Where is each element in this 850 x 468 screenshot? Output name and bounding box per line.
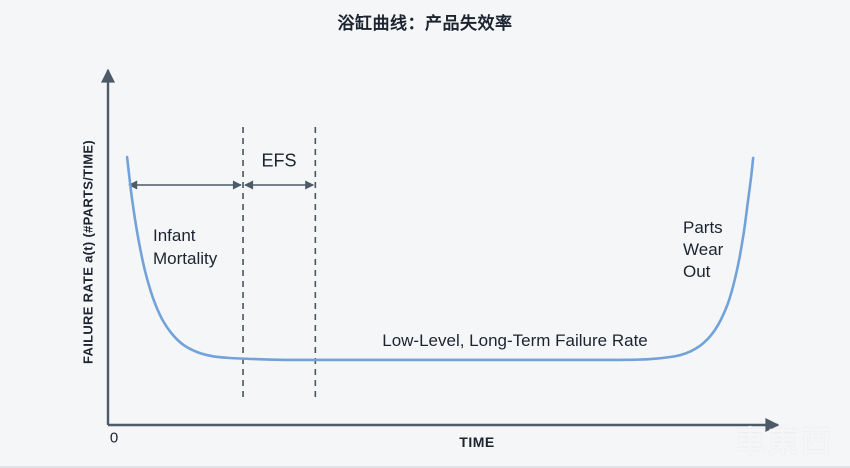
parts-wear-out-annotation: Parts Wear Out: [683, 218, 724, 281]
origin-tick-label: 0: [109, 429, 119, 447]
infant-mortality-annotation: Infant Mortality: [153, 226, 218, 268]
x-axis-label: TIME: [459, 434, 495, 450]
region-boundary-dashed-lines: [242, 127, 317, 398]
chart-title: 浴缸曲线：产品失效率: [337, 14, 513, 33]
watermark: 車東西: [735, 426, 834, 459]
y-axis-label: FAILURE RATE a(t) (#PARTS/TIME): [80, 139, 96, 365]
efs-annotation: EFS: [261, 150, 297, 171]
low-level-failure-rate-annotation: Low-Level, Long-Term Failure Rate: [382, 331, 648, 350]
failure-rate-curve: [125, 155, 755, 362]
